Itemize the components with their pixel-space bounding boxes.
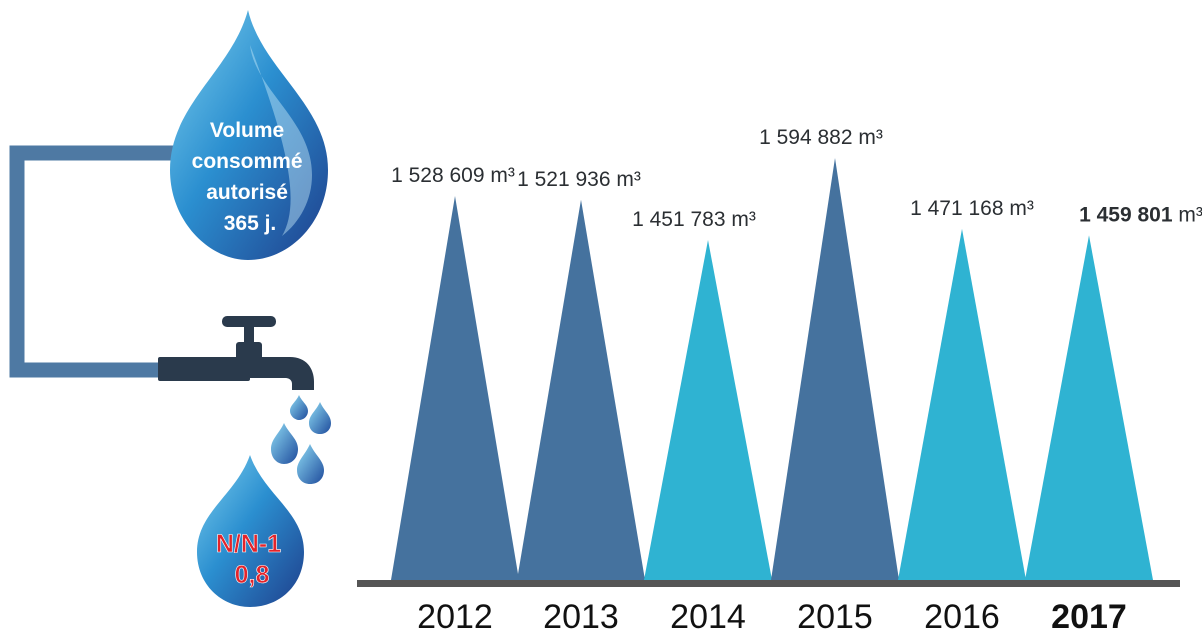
- year-label-2012: 2012: [417, 598, 493, 636]
- svg-text:N/N-1 0,8: N/N-1 0,8: [216, 530, 288, 589]
- drop-line-3: autorisé: [206, 181, 288, 204]
- drop-line-2: consommé: [192, 150, 303, 173]
- bar-2015: [771, 158, 899, 580]
- year-label-2015: 2015: [797, 598, 873, 636]
- bar-2016: [898, 228, 1026, 580]
- volume-drop: Volume consommé autorisé 365 j.: [170, 10, 328, 260]
- value-label-2016: 1 471 168 m³: [910, 197, 1034, 220]
- chart-bars: [391, 158, 1153, 580]
- bar-2013: [517, 199, 645, 580]
- falling-drops: [271, 395, 331, 484]
- svg-text:Volume consommé au: Volume consommé autorisé 365 j.: [192, 119, 309, 235]
- value-labels: 1 528 609 m³ 1 521 936 m³ 1 451 783 m³ 1 59…: [391, 126, 1202, 231]
- year-labels: 2012 2013 2014 2015 2016 2017: [417, 598, 1127, 636]
- bar-2014: [644, 240, 772, 580]
- ratio-drop: N/N-1 0,8: [197, 455, 304, 607]
- bar-2017: [1025, 235, 1153, 580]
- ratio-label: N/N-1: [216, 530, 281, 558]
- tap-icon: [158, 316, 314, 390]
- year-label-2016: 2016: [924, 598, 1000, 636]
- value-label-2015: 1 594 882 m³: [759, 126, 883, 149]
- year-label-2013: 2013: [543, 598, 619, 636]
- bar-2012: [391, 195, 519, 580]
- year-label-2014: 2014: [670, 598, 746, 636]
- pipe: [9, 145, 205, 378]
- drop-line-1: Volume: [210, 119, 284, 142]
- ratio-value: 0,8: [235, 561, 270, 589]
- value-label-2013: 1 521 936 m³: [517, 168, 641, 191]
- year-label-2017: 2017: [1051, 598, 1127, 636]
- drop-line-4: 365 j.: [224, 212, 277, 235]
- chart-baseline: [357, 580, 1180, 587]
- value-label-2012: 1 528 609 m³: [391, 164, 515, 187]
- value-label-2017: 1 459 801 m³: [1079, 203, 1202, 226]
- value-label-2014: 1 451 783 m³: [632, 208, 756, 231]
